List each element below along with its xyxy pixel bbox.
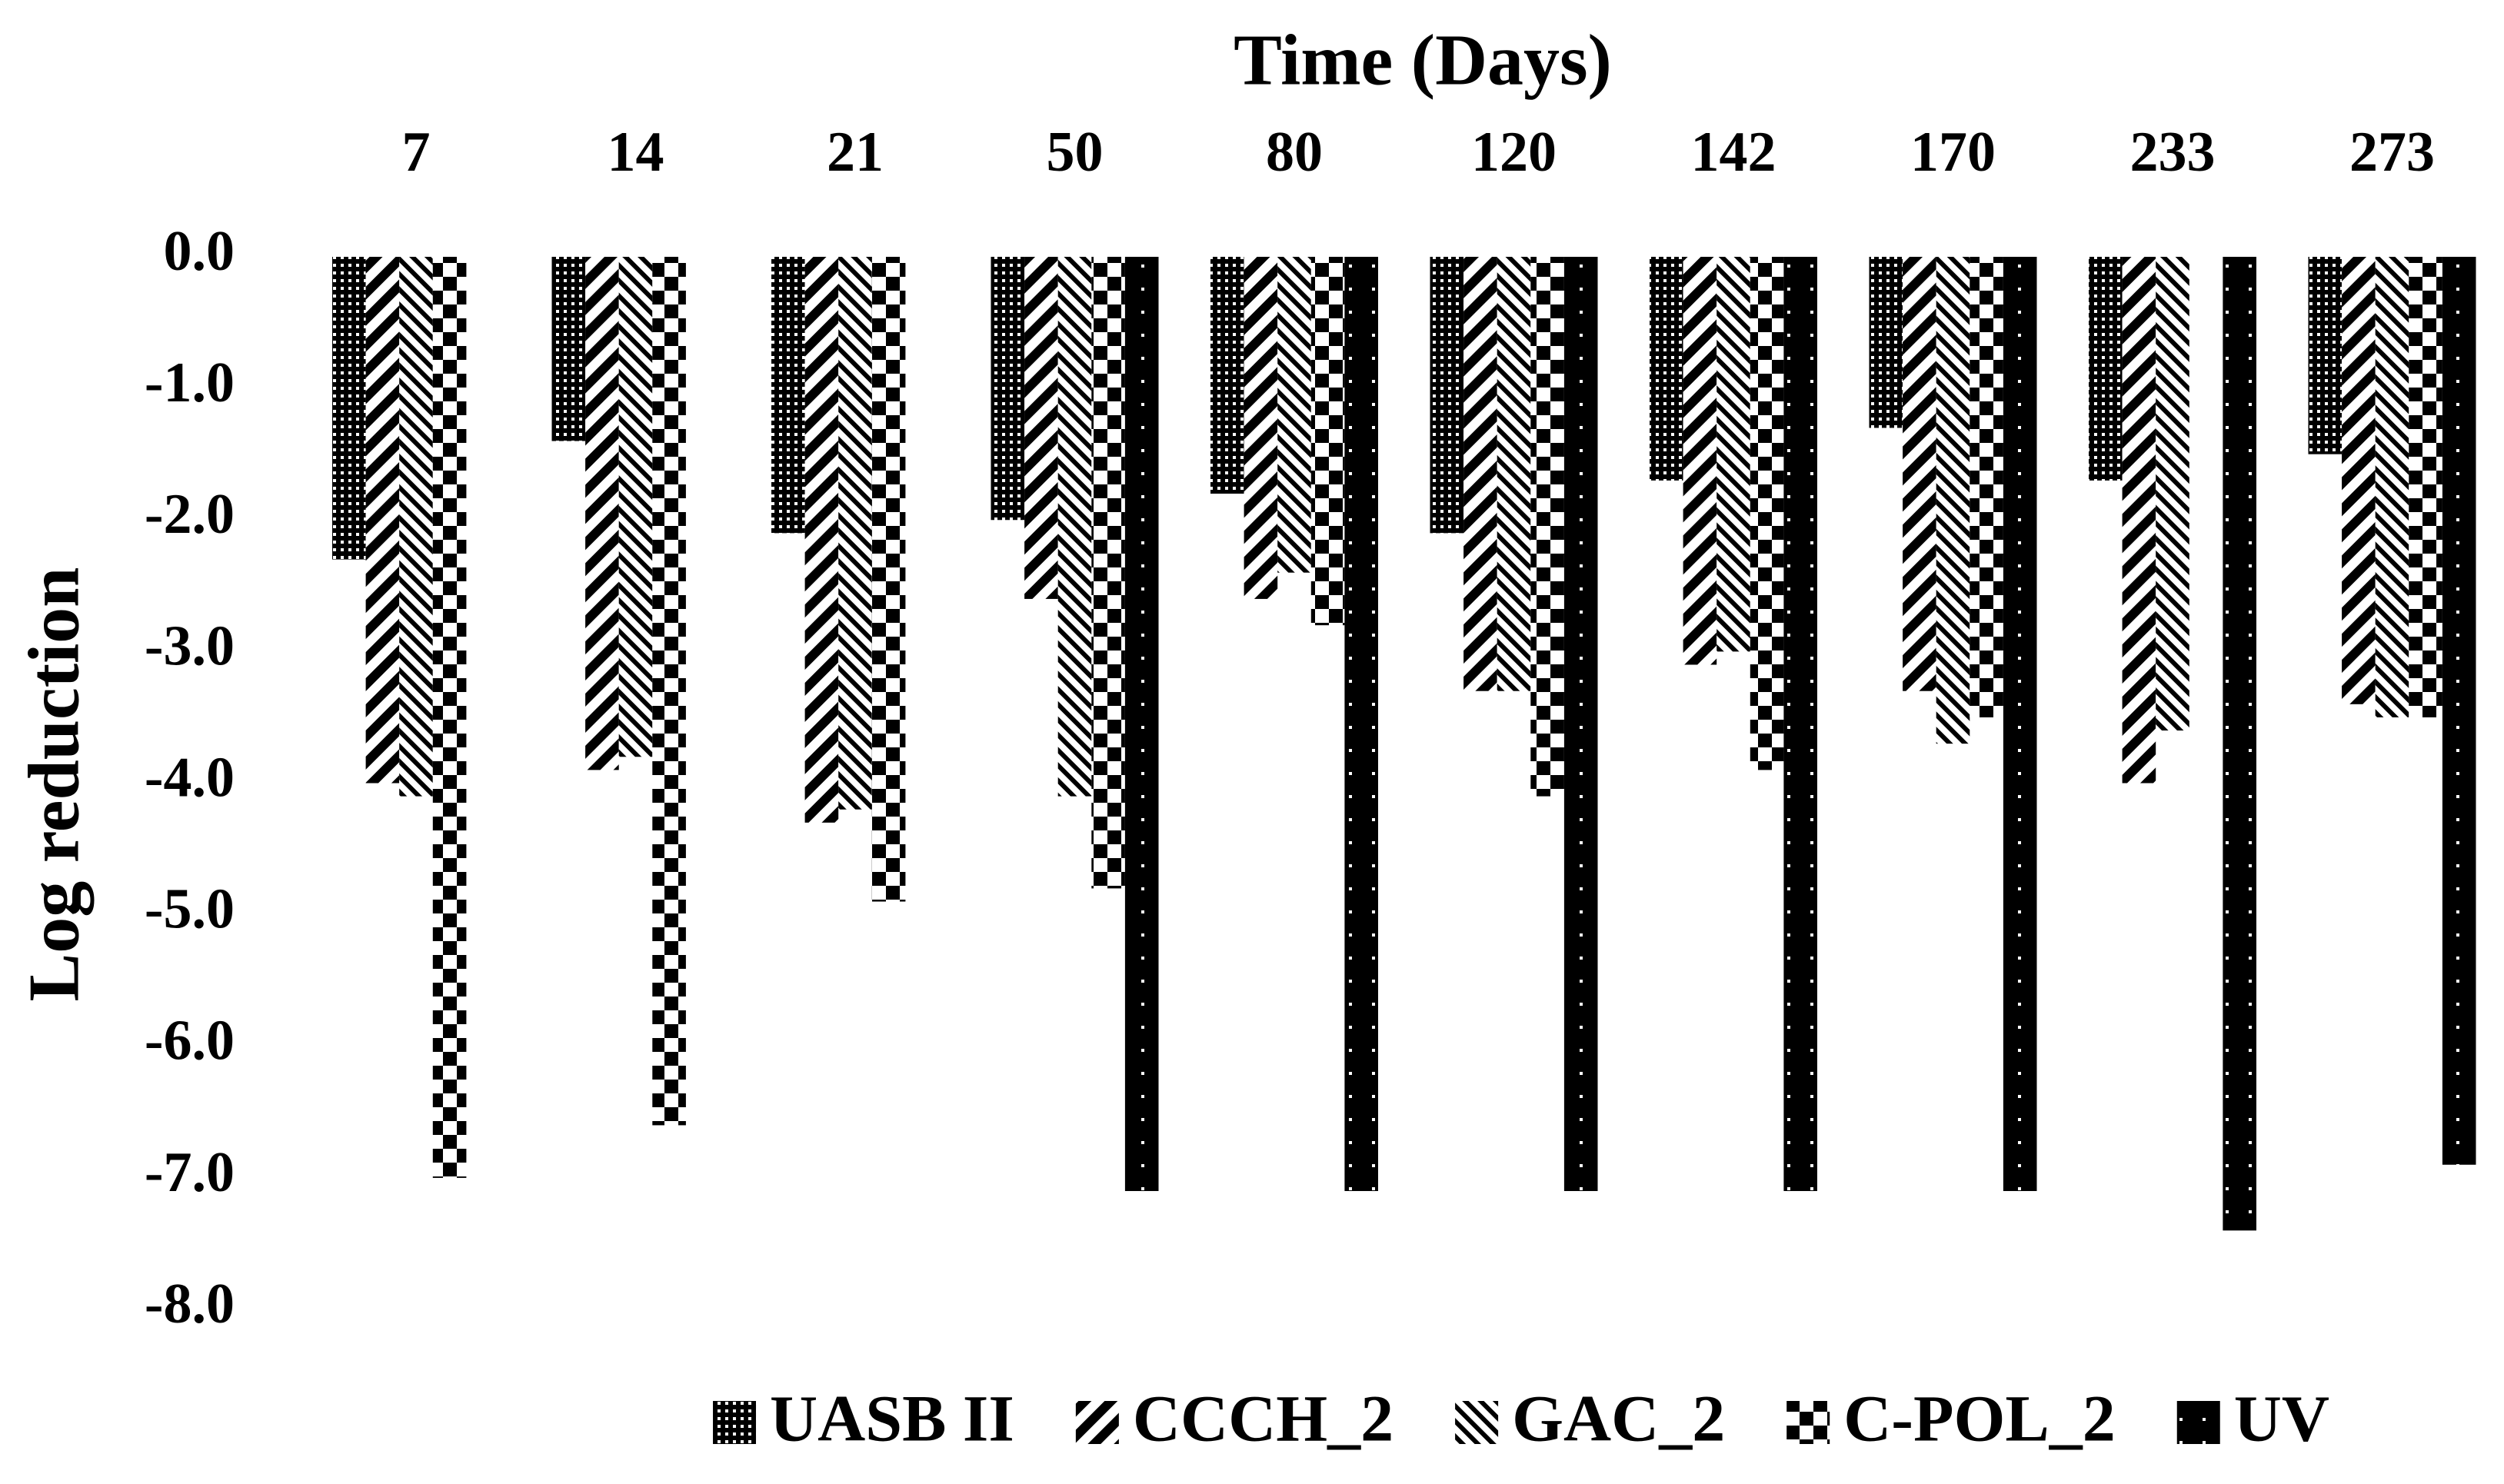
- bar: [432, 257, 467, 1178]
- x-tick-label: 273: [2349, 121, 2435, 184]
- bar: [2409, 257, 2442, 717]
- bar: [1750, 257, 1784, 770]
- y-tick-label: -4.0: [145, 746, 235, 809]
- bar: [1244, 257, 1278, 599]
- bar: [771, 257, 805, 534]
- x-tick-label: 170: [1910, 121, 1996, 184]
- bar: [2089, 257, 2123, 481]
- bar: [1277, 257, 1311, 573]
- x-tick-label: 233: [2130, 121, 2216, 184]
- bar: [1717, 257, 1750, 652]
- legend-swatch: [713, 1401, 757, 1444]
- bar: [1936, 257, 1970, 744]
- bar: [1497, 257, 1531, 691]
- x-tick-label: 50: [1047, 121, 1104, 184]
- legend-label: C-POL_2: [1843, 1382, 2116, 1456]
- bar: [1903, 257, 1936, 691]
- bar: [1057, 257, 1092, 797]
- x-tick-label: 142: [1691, 121, 1776, 184]
- bar: [652, 257, 686, 1126]
- y-axis-title: Log reduction: [15, 567, 95, 1002]
- bar: [618, 257, 653, 757]
- bar: [2375, 257, 2409, 717]
- bar: [551, 257, 586, 441]
- bar: [585, 257, 619, 770]
- legend-label: CCCH_2: [1133, 1382, 1394, 1456]
- bar: [1683, 257, 1717, 665]
- y-tick-label: 0.0: [164, 220, 235, 283]
- bar: [2308, 257, 2343, 454]
- bar: [1463, 257, 1497, 691]
- chart-title: Time (Days): [1234, 21, 1612, 101]
- bar: [1210, 257, 1244, 494]
- bar: [1563, 257, 1598, 1191]
- bar: [871, 257, 906, 902]
- bar: [365, 257, 400, 784]
- legend-label: GAC_2: [1512, 1382, 1725, 1456]
- bar: [332, 257, 366, 560]
- legend-label: UASB II: [770, 1382, 1014, 1456]
- bar: [1530, 257, 1564, 797]
- bar: [2442, 257, 2476, 1165]
- x-tick-label: 120: [1471, 121, 1557, 184]
- x-tick-label: 21: [827, 121, 884, 184]
- bar: [2156, 257, 2189, 731]
- bar: [1970, 257, 2003, 717]
- legend-swatch: [1075, 1401, 1119, 1444]
- legend-swatch: [2176, 1401, 2220, 1444]
- legend-swatch: [1455, 1401, 1499, 1444]
- y-tick-label: -7.0: [145, 1141, 235, 1204]
- x-tick-label: 14: [608, 121, 664, 184]
- bar: [1310, 257, 1345, 626]
- bar: [838, 257, 872, 810]
- y-tick-label: -2.0: [145, 483, 235, 546]
- bar: [2003, 257, 2037, 1191]
- bar: [1650, 257, 1683, 481]
- bar: [1430, 257, 1464, 534]
- bar: [1344, 257, 1378, 1191]
- y-tick-label: -6.0: [145, 1010, 235, 1073]
- bar: [2122, 257, 2156, 784]
- bar: [804, 257, 839, 823]
- bar: [991, 257, 1025, 521]
- bar: [1024, 257, 1058, 599]
- bar: [2342, 257, 2376, 704]
- y-tick-label: -3.0: [145, 614, 235, 677]
- legend-swatch: [1786, 1401, 1830, 1444]
- bar: [1783, 257, 1817, 1191]
- x-tick-label: 80: [1266, 121, 1323, 184]
- bar: [2223, 257, 2256, 1231]
- bar: [1124, 257, 1159, 1191]
- y-tick-label: -1.0: [145, 351, 235, 414]
- bar: [1091, 257, 1125, 889]
- y-tick-label: -5.0: [145, 878, 235, 941]
- x-tick-label: 7: [402, 121, 431, 184]
- legend-label: UV: [2234, 1382, 2329, 1456]
- bar: [1869, 257, 1903, 428]
- bar: [399, 257, 433, 797]
- y-tick-label: -8.0: [145, 1273, 235, 1336]
